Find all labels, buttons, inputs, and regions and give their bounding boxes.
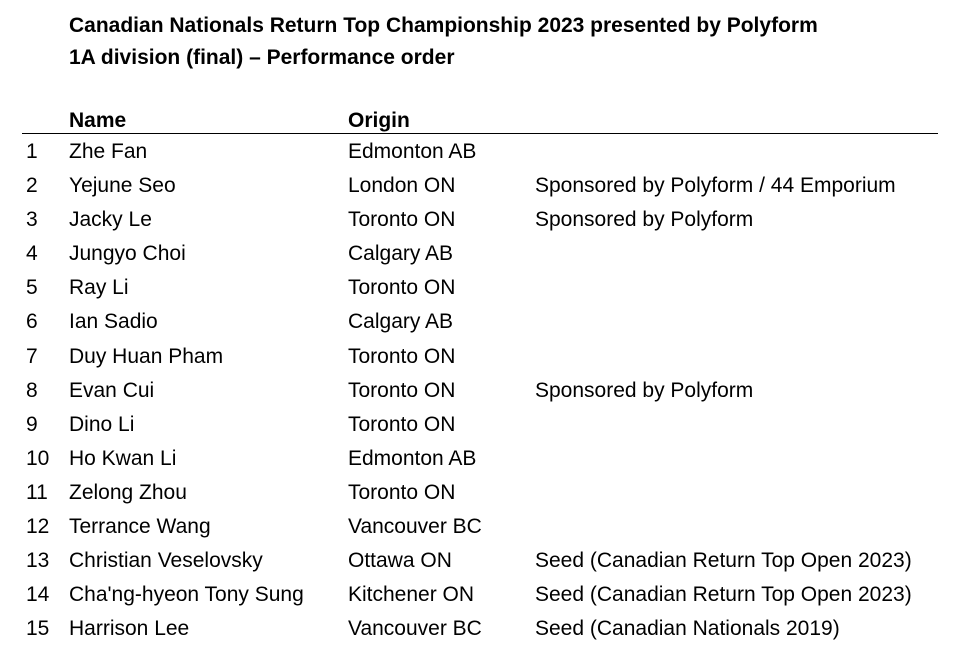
row-name: Jacky Le (69, 208, 152, 232)
row-origin: Edmonton AB (348, 140, 477, 163)
row-origin: Calgary AB (348, 310, 454, 334)
row-origin: Toronto ON (348, 276, 456, 300)
row-note: Seed (Canadian Nationals 2019) (535, 617, 840, 641)
table-row: 15 Harrison Lee Vancouver BC Seed (Canadian… (22, 611, 938, 645)
row-number: 5 (26, 276, 38, 300)
table-row: 5 Ray Li Toronto ON (22, 270, 938, 304)
table-row: 7 Duy Huan Pham Toronto ON (22, 339, 938, 373)
table-row: 1 Zhe Fan Edmonton AB (22, 134, 938, 168)
row-name: Ray Li (69, 276, 129, 300)
header-name: Name (69, 109, 127, 132)
table-body: 1 Zhe Fan Edmonton AB 2 Yejune Seo London ON S… (22, 134, 938, 645)
row-number: 2 (26, 174, 38, 198)
row-origin: Toronto ON (348, 344, 456, 368)
row-name: Jungyo Choi (69, 242, 186, 266)
row-name: Terrance Wang (69, 515, 211, 539)
row-number: 6 (26, 310, 38, 334)
row-number: 11 (26, 480, 48, 504)
row-name: Cha'ng-hyeon Tony Sung (69, 583, 304, 607)
row-name: Yejune Seo (69, 174, 176, 198)
row-origin: Calgary AB (348, 242, 454, 266)
row-name: Harrison Lee (69, 617, 190, 641)
row-note: Sponsored by Polyform / 44 Emporium (535, 174, 896, 198)
row-origin: Toronto ON (348, 378, 456, 402)
table-row: 11 Zelong Zhou Toronto ON (22, 475, 938, 509)
row-number: 7 (26, 344, 38, 368)
table-row: 8 Evan Cui Toronto ON Sponsored by Polyform (22, 373, 938, 407)
table-row: 3 Jacky Le Toronto ON Sponsored by Polyform (22, 202, 938, 236)
row-name: Ho Kwan Li (69, 446, 177, 470)
row-name: Duy Huan Pham (69, 344, 224, 368)
table-row: 12 Terrance Wang Vancouver BC (22, 509, 938, 543)
page-title: Canadian Nationals Return Top Championsh… (69, 10, 818, 74)
row-name: Zhe Fan (69, 140, 148, 163)
row-origin: Kitchener ON (348, 583, 475, 607)
row-origin: Ottawa ON (348, 549, 452, 573)
performance-order-table: Name Origin 1 Zhe Fan Edmonton AB 2 Yejune S… (22, 105, 938, 645)
table-row: 6 Ian Sadio Calgary AB (22, 304, 938, 338)
row-number: 8 (26, 378, 38, 402)
row-origin: Toronto ON (348, 412, 456, 436)
row-note: Sponsored by Polyform (535, 378, 754, 402)
header-origin: Origin (348, 109, 410, 132)
row-number: 14 (26, 583, 50, 607)
row-name: Evan Cui (69, 378, 155, 402)
table-header-row: Name Origin (22, 105, 938, 134)
row-number: 13 (26, 549, 50, 573)
table-row: 14 Cha'ng-hyeon Tony Sung Kitchener ON Seed… (22, 577, 938, 611)
row-number: 1 (26, 140, 38, 163)
row-number: 4 (26, 242, 38, 266)
row-number: 9 (26, 412, 38, 436)
row-name: Ian Sadio (69, 310, 158, 334)
table-row: 2 Yejune Seo London ON Sponsored by Polyfor… (22, 168, 938, 202)
row-note: Seed (Canadian Return Top Open 2023) (535, 549, 912, 573)
row-number: 15 (26, 617, 50, 641)
row-number: 10 (26, 446, 50, 470)
row-origin: Vancouver BC (348, 617, 482, 641)
title-line-2: 1A division (final) – Performance order (69, 46, 455, 69)
row-origin: Edmonton AB (348, 446, 477, 470)
row-origin: Toronto ON (348, 480, 456, 504)
row-origin: London ON (348, 174, 456, 198)
row-note: Seed (Canadian Return Top Open 2023) (535, 583, 912, 607)
row-note: Sponsored by Polyform (535, 208, 754, 232)
row-name: Christian Veselovsky (69, 549, 263, 573)
table-row: 4 Jungyo Choi Calgary AB (22, 236, 938, 270)
row-name: Dino Li (69, 412, 135, 436)
table-row: 10 Ho Kwan Li Edmonton AB (22, 441, 938, 475)
row-number: 12 (26, 515, 50, 539)
row-number: 3 (26, 208, 38, 232)
row-origin: Vancouver BC (348, 515, 482, 539)
table-row: 13 Christian Veselovsky Ottawa ON Seed (Can… (22, 543, 938, 577)
row-origin: Toronto ON (348, 208, 456, 232)
table-row: 9 Dino Li Toronto ON (22, 407, 938, 441)
row-name: Zelong Zhou (69, 480, 187, 504)
title-line-1: Canadian Nationals Return Top Championsh… (69, 14, 818, 37)
